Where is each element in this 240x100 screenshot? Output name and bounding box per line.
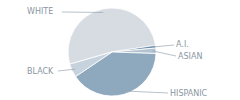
leader-line [123,91,168,93]
leader-line [58,69,75,71]
slice-label: A.I. [176,40,189,49]
pie-slice [70,52,112,77]
pie [68,8,156,96]
slice-label: WHITE [27,7,53,16]
chart: WHITE A.I. ASIAN HISPANIC BLACK [0,0,240,100]
leader-line [152,51,176,56]
slice-label: ASIAN [178,52,202,61]
slice-label: HISPANIC [170,89,208,98]
leader-line [152,45,174,47]
slice-label: BLACK [27,67,54,76]
leader-line [62,12,103,13]
